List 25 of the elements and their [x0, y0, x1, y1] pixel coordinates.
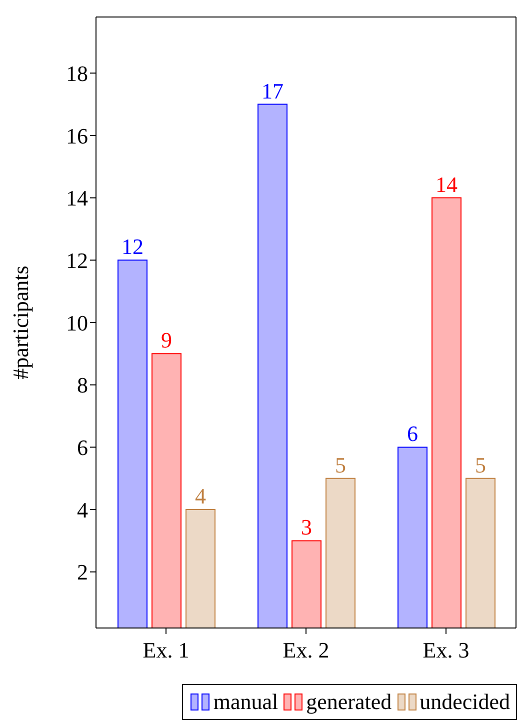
data-label: 9 [161, 328, 172, 353]
data-label: 12 [122, 234, 144, 260]
data-label: 14 [436, 172, 458, 197]
y-tick-label: 2 [77, 560, 88, 585]
y-tick-label: 4 [77, 497, 88, 522]
x-tick-label: Ex. 2 [282, 638, 330, 663]
data-label: 5 [335, 452, 346, 478]
y-tick-label: 10 [66, 310, 88, 336]
y-axis-title: #participants [8, 266, 33, 380]
y-tick-label: 6 [77, 435, 88, 460]
y-tick-label: 16 [66, 123, 88, 148]
legend-label: undecided [420, 689, 510, 715]
y-tick-label: 14 [66, 186, 88, 211]
data-label: 6 [407, 421, 418, 446]
y-tick-label: 18 [66, 60, 88, 86]
data-label: 4 [195, 484, 206, 509]
x-tick-label: Ex. 1 [142, 638, 190, 663]
data-label: 5 [475, 452, 486, 478]
y-tick-label: 8 [77, 372, 88, 398]
legend-label: generated [306, 689, 392, 715]
data-label: 17 [262, 78, 284, 104]
legend-label: manual [213, 689, 278, 715]
y-tick-label: 12 [66, 248, 88, 273]
x-tick-label: Ex. 3 [422, 638, 470, 663]
data-label: 3 [301, 514, 312, 540]
